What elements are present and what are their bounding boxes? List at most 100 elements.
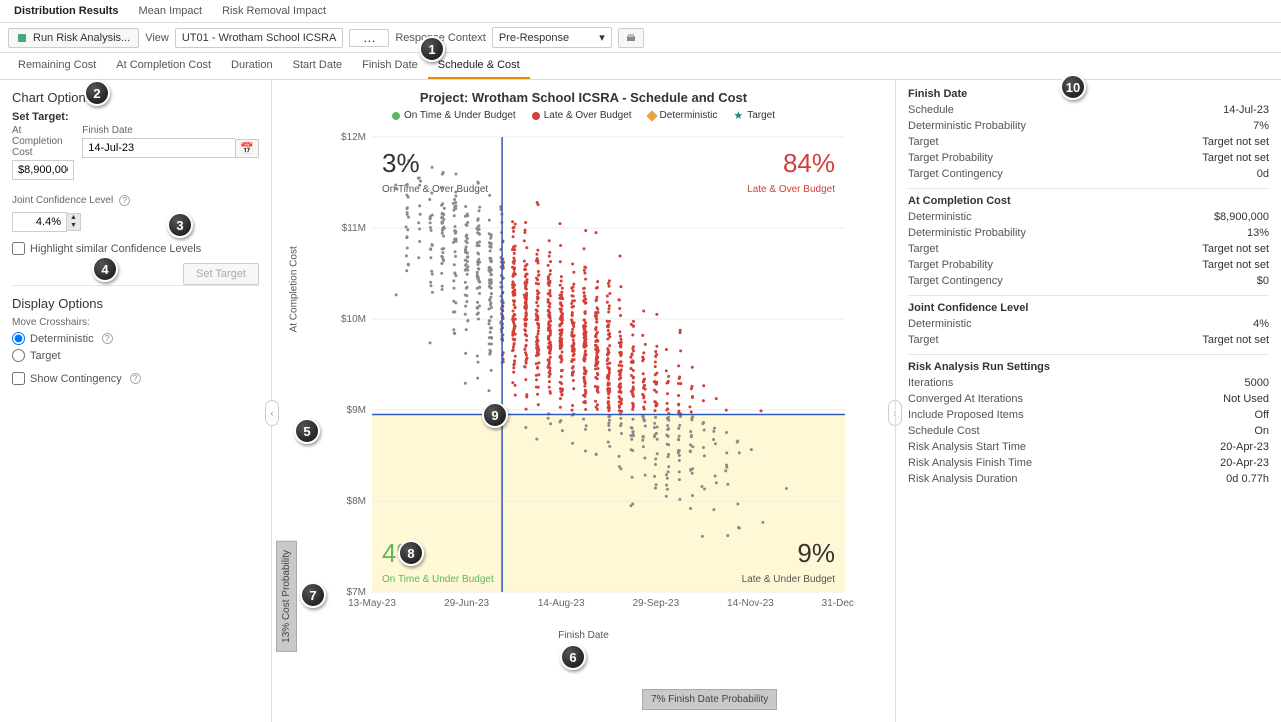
view-value: UT01 - Wrotham School ICSRA: [182, 32, 336, 44]
svg-text:On Time & Under Budget: On Time & Under Budget: [382, 574, 494, 585]
summary-key: Risk Analysis Start Time: [908, 441, 1026, 453]
svg-text:13-May-23: 13-May-23: [348, 598, 396, 609]
jcl-spinner[interactable]: ▲▼: [67, 213, 81, 231]
summary-value: Target not set: [1202, 243, 1269, 255]
highlight-checkbox[interactable]: [12, 242, 25, 255]
x-axis-label: Finish Date: [272, 630, 895, 641]
summary-key: Schedule Cost: [908, 425, 980, 437]
callout-10: 10: [1060, 74, 1086, 100]
collapse-left-handle[interactable]: ‹: [265, 400, 279, 426]
subtab-duration[interactable]: Duration: [221, 53, 283, 79]
move-crosshairs-label: Move Crosshairs:: [12, 317, 259, 328]
print-button[interactable]: [618, 28, 644, 48]
summary-key: Iterations: [908, 377, 953, 389]
summary-value: 7%: [1253, 120, 1269, 132]
legend-dot-red: [532, 112, 540, 120]
summary-value: Target not set: [1202, 152, 1269, 164]
svg-text:$10M: $10M: [341, 314, 366, 325]
summary-key: Risk Analysis Duration: [908, 473, 1017, 485]
jcl-label: Joint Confidence Level: [12, 195, 113, 206]
toolbar: Run Risk Analysis... View UT01 - Wrotham…: [0, 23, 1281, 53]
callout-1: 1: [419, 36, 445, 62]
summary-row: Target Contingency$0: [908, 273, 1269, 289]
summary-row: Target ProbabilityTarget not set: [908, 150, 1269, 166]
chart-panel: ‹ › Project: Wrotham School ICSRA - Sche…: [272, 80, 895, 722]
view-more-button[interactable]: …: [349, 29, 389, 47]
section-heading: Risk Analysis Run Settings: [908, 357, 1269, 375]
summary-value: 13%: [1247, 227, 1269, 239]
summary-key: Target: [908, 136, 939, 148]
summary-value: 4%: [1253, 318, 1269, 330]
summary-row: Deterministic Probability 13%: [908, 225, 1269, 241]
summary-value: $8,900,000: [1214, 211, 1269, 223]
section-heading: Finish Date: [908, 84, 1269, 102]
cost-probability-badge: 13% Cost Probability: [276, 541, 297, 652]
summary-value: Target not set: [1202, 136, 1269, 148]
callout-6: 6: [560, 644, 586, 670]
svg-text:$11M: $11M: [342, 223, 366, 234]
calendar-icon[interactable]: 📅: [235, 139, 259, 158]
summary-key: Deterministic Probability: [908, 120, 1026, 132]
summary-row: Schedule 14-Jul-23: [908, 102, 1269, 118]
section-heading: At Completion Cost: [908, 191, 1269, 209]
response-context-select[interactable]: Pre-Response ▾: [492, 27, 612, 48]
radio-deterministic-label: Deterministic: [30, 333, 94, 345]
summary-value: 20-Apr-23: [1220, 457, 1269, 469]
subtab-at-completion-cost[interactable]: At Completion Cost: [106, 53, 221, 79]
summary-row: Deterministic$8,900,000: [908, 209, 1269, 225]
y-axis-label: At Completion Cost: [289, 246, 300, 332]
jcl-input[interactable]: [12, 212, 67, 232]
highlight-label: Highlight similar Confidence Levels: [30, 243, 201, 255]
summary-key: Include Proposed Items: [908, 409, 1024, 421]
subtab-remaining-cost[interactable]: Remaining Cost: [8, 53, 106, 79]
view-select[interactable]: UT01 - Wrotham School ICSRA: [175, 28, 343, 48]
summary-value: On: [1254, 425, 1269, 437]
legend-diamond-icon: [646, 110, 657, 121]
summary-row: Target Target not set: [908, 134, 1269, 150]
legend-late: Late & Over Budget: [544, 110, 632, 121]
subtab-finish-date[interactable]: Finish Date: [352, 53, 428, 79]
summary-key: Schedule: [908, 104, 954, 116]
print-icon: [625, 32, 637, 44]
svg-text:29-Jun-23: 29-Jun-23: [444, 598, 489, 609]
summary-value: 14-Jul-23: [1223, 104, 1269, 116]
radio-deterministic[interactable]: [12, 332, 25, 345]
radio-target[interactable]: [12, 349, 25, 362]
svg-text:84%: 84%: [783, 148, 835, 178]
run-risk-analysis-button[interactable]: Run Risk Analysis...: [8, 28, 139, 48]
summary-row: TargetTarget not set: [908, 332, 1269, 348]
summary-row: Risk Analysis Finish Time20-Apr-23: [908, 455, 1269, 471]
at-completion-cost-input[interactable]: [12, 160, 74, 180]
summary-row: TargetTarget not set: [908, 241, 1269, 257]
summary-key: Deterministic Probability: [908, 227, 1026, 239]
tab-distribution-results[interactable]: Distribution Results: [4, 0, 129, 22]
tab-risk-removal[interactable]: Risk Removal Impact: [212, 0, 336, 22]
summary-key: Converged At Iterations: [908, 393, 1023, 405]
svg-text:14-Aug-23: 14-Aug-23: [538, 598, 585, 609]
svg-text:$7M: $7M: [347, 587, 366, 598]
subtab-schedule-cost[interactable]: Schedule & Cost: [428, 53, 530, 79]
help-icon[interactable]: ?: [130, 373, 141, 384]
help-icon[interactable]: ?: [119, 195, 130, 206]
svg-text:29-Sep-23: 29-Sep-23: [632, 598, 679, 609]
summary-value: Target not set: [1202, 259, 1269, 271]
svg-text:9%: 9%: [797, 538, 835, 568]
svg-text:Late & Under Budget: Late & Under Budget: [742, 574, 836, 585]
summary-key: Target Probability: [908, 259, 993, 271]
summary-value: $0: [1257, 275, 1269, 287]
svg-text:$8M: $8M: [347, 496, 366, 507]
top-tabs: Distribution Results Mean Impact Risk Re…: [0, 0, 1281, 23]
finish-date-input[interactable]: [82, 138, 235, 158]
section-heading: Joint Confidence Level: [908, 298, 1269, 316]
callout-5: 5: [294, 418, 320, 444]
subtab-start-date[interactable]: Start Date: [283, 53, 353, 79]
summary-value: Not Used: [1223, 393, 1269, 405]
help-icon[interactable]: ?: [102, 333, 113, 344]
finish-date-label: Finish Date: [82, 125, 259, 136]
set-target-button[interactable]: Set Target: [183, 263, 259, 285]
svg-text:$12M: $12M: [341, 132, 366, 143]
svg-text:On Time & Over Budget: On Time & Over Budget: [382, 184, 488, 195]
show-contingency-checkbox[interactable]: [12, 372, 25, 385]
svg-text:$9M: $9M: [347, 405, 366, 416]
tab-mean-impact[interactable]: Mean Impact: [129, 0, 213, 22]
